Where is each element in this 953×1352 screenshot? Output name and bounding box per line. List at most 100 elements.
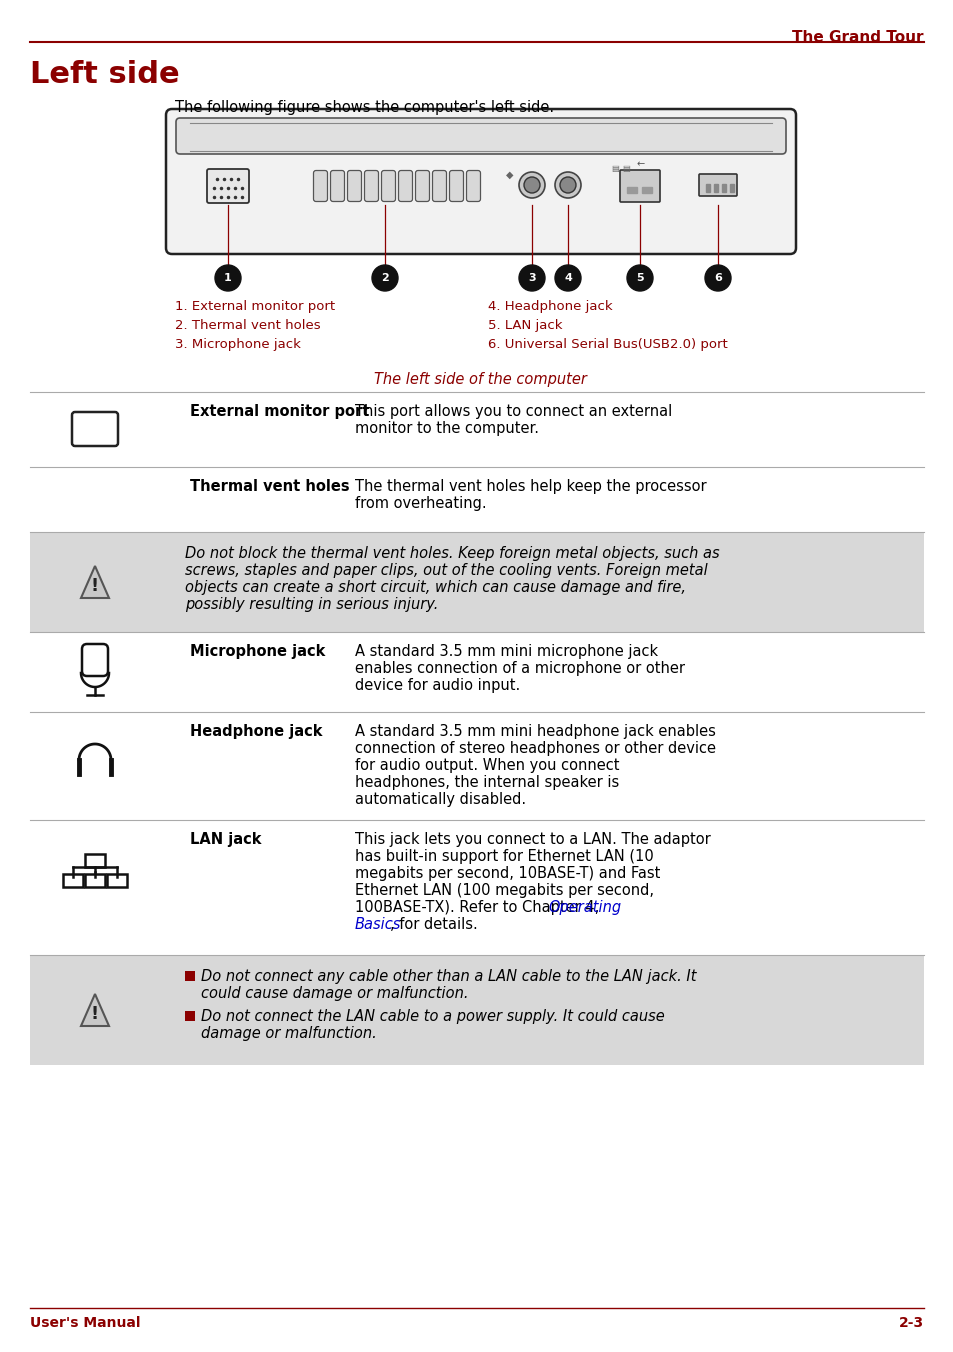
Bar <box>185 971 194 982</box>
Circle shape <box>523 177 539 193</box>
Text: damage or malfunction.: damage or malfunction. <box>201 1026 376 1041</box>
FancyBboxPatch shape <box>364 170 378 201</box>
FancyBboxPatch shape <box>175 118 785 154</box>
FancyBboxPatch shape <box>619 170 659 201</box>
Text: device for audio input.: device for audio input. <box>355 677 519 694</box>
Text: Thermal vent holes: Thermal vent holes <box>190 479 349 493</box>
Text: 3. Microphone jack: 3. Microphone jack <box>174 338 300 352</box>
Bar <box>30 955 923 1065</box>
Text: LAN jack: LAN jack <box>190 831 261 846</box>
Text: A standard 3.5 mm mini microphone jack: A standard 3.5 mm mini microphone jack <box>355 644 658 658</box>
Bar <box>626 187 637 193</box>
Text: from overheating.: from overheating. <box>355 496 486 511</box>
Text: headphones, the internal speaker is: headphones, the internal speaker is <box>355 775 618 790</box>
Bar <box>729 184 733 192</box>
Text: 1. External monitor port: 1. External monitor port <box>174 300 335 314</box>
Polygon shape <box>81 994 109 1026</box>
Circle shape <box>555 265 580 291</box>
Text: 100BASE-TX). Refer to Chapter 4,: 100BASE-TX). Refer to Chapter 4, <box>355 900 603 915</box>
Text: !: ! <box>91 577 99 595</box>
FancyBboxPatch shape <box>416 170 429 201</box>
Bar <box>85 854 105 867</box>
Text: connection of stereo headphones or other device: connection of stereo headphones or other… <box>355 741 716 756</box>
FancyBboxPatch shape <box>314 170 327 201</box>
FancyBboxPatch shape <box>381 170 395 201</box>
FancyBboxPatch shape <box>466 170 480 201</box>
Text: !: ! <box>91 1005 99 1023</box>
Text: This jack lets you connect to a LAN. The adaptor: This jack lets you connect to a LAN. The… <box>355 831 710 846</box>
Text: This port allows you to connect an external: This port allows you to connect an exter… <box>355 404 672 419</box>
FancyBboxPatch shape <box>432 170 446 201</box>
Text: ◆: ◆ <box>506 170 514 180</box>
FancyBboxPatch shape <box>82 644 108 676</box>
Circle shape <box>372 265 397 291</box>
FancyBboxPatch shape <box>699 174 737 196</box>
Text: 2: 2 <box>381 273 389 283</box>
Text: 6. Universal Serial Bus(USB2.0) port: 6. Universal Serial Bus(USB2.0) port <box>488 338 727 352</box>
Bar <box>30 531 923 631</box>
Text: automatically disabled.: automatically disabled. <box>355 792 525 807</box>
Text: 4: 4 <box>563 273 572 283</box>
Circle shape <box>214 265 241 291</box>
Text: Do not connect any cable other than a LAN cable to the LAN jack. It: Do not connect any cable other than a LA… <box>201 969 696 984</box>
Bar <box>705 184 709 192</box>
Text: The left side of the computer: The left side of the computer <box>374 372 586 387</box>
Text: 5: 5 <box>636 273 643 283</box>
Text: External monitor port: External monitor port <box>190 404 369 419</box>
Text: The following figure shows the computer's left side.: The following figure shows the computer'… <box>174 100 554 115</box>
Bar <box>107 873 127 887</box>
Text: has built-in support for Ethernet LAN (10: has built-in support for Ethernet LAN (1… <box>355 849 653 864</box>
Text: Microphone jack: Microphone jack <box>190 644 325 658</box>
Text: 5. LAN jack: 5. LAN jack <box>488 319 562 333</box>
Circle shape <box>704 265 730 291</box>
Circle shape <box>518 172 544 197</box>
Text: 2-3: 2-3 <box>898 1315 923 1330</box>
Text: ←: ← <box>637 160 644 169</box>
Text: , for details.: , for details. <box>390 917 477 932</box>
Text: Headphone jack: Headphone jack <box>190 725 322 740</box>
Text: 2. Thermal vent holes: 2. Thermal vent holes <box>174 319 320 333</box>
Text: Basics: Basics <box>355 917 401 932</box>
Text: Do not connect the LAN cable to a power supply. It could cause: Do not connect the LAN cable to a power … <box>201 1009 664 1023</box>
Text: Do not block the thermal vent holes. Keep foreign metal objects, such as: Do not block the thermal vent holes. Kee… <box>185 546 719 561</box>
Text: could cause damage or malfunction.: could cause damage or malfunction. <box>201 986 468 1000</box>
Text: The thermal vent holes help keep the processor: The thermal vent holes help keep the pro… <box>355 479 706 493</box>
Polygon shape <box>81 566 109 598</box>
Text: screws, staples and paper clips, out of the cooling vents. Foreign metal: screws, staples and paper clips, out of … <box>185 562 707 579</box>
Text: Ethernet LAN (100 megabits per second,: Ethernet LAN (100 megabits per second, <box>355 883 654 898</box>
Text: 6: 6 <box>713 273 721 283</box>
FancyBboxPatch shape <box>166 110 795 254</box>
Text: The Grand Tour: The Grand Tour <box>792 30 923 45</box>
FancyBboxPatch shape <box>207 169 249 203</box>
Bar <box>713 184 718 192</box>
Text: Left side: Left side <box>30 59 179 89</box>
Text: megabits per second, 10BASE-T) and Fast: megabits per second, 10BASE-T) and Fast <box>355 867 659 882</box>
Text: monitor to the computer.: monitor to the computer. <box>355 420 538 435</box>
FancyBboxPatch shape <box>330 170 344 201</box>
Circle shape <box>555 172 580 197</box>
Text: ▤: ▤ <box>611 164 618 173</box>
Bar <box>185 1011 194 1021</box>
Text: 3: 3 <box>528 273 536 283</box>
Text: A standard 3.5 mm mini headphone jack enables: A standard 3.5 mm mini headphone jack en… <box>355 725 715 740</box>
Circle shape <box>559 177 576 193</box>
Text: User's Manual: User's Manual <box>30 1315 140 1330</box>
Text: possibly resulting in serious injury.: possibly resulting in serious injury. <box>185 598 438 612</box>
Text: 4. Headphone jack: 4. Headphone jack <box>488 300 612 314</box>
FancyBboxPatch shape <box>398 170 412 201</box>
Text: 1: 1 <box>224 273 232 283</box>
Text: ▤: ▤ <box>621 164 629 173</box>
Text: Operating: Operating <box>547 900 620 915</box>
Text: for audio output. When you connect: for audio output. When you connect <box>355 758 618 773</box>
Text: enables connection of a microphone or other: enables connection of a microphone or ot… <box>355 661 684 676</box>
Circle shape <box>518 265 544 291</box>
Circle shape <box>626 265 652 291</box>
Bar <box>63 873 83 887</box>
FancyBboxPatch shape <box>449 170 463 201</box>
Bar <box>721 184 725 192</box>
Bar <box>85 873 105 887</box>
FancyBboxPatch shape <box>347 170 361 201</box>
Text: objects can create a short circuit, which can cause damage and fire,: objects can create a short circuit, whic… <box>185 580 685 595</box>
Bar <box>641 187 651 193</box>
FancyBboxPatch shape <box>71 412 118 446</box>
